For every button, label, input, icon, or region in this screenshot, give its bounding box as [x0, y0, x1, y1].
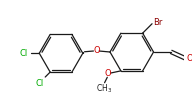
- Text: Br: Br: [153, 18, 162, 27]
- Text: O: O: [186, 54, 192, 63]
- Text: O: O: [105, 69, 111, 78]
- Text: Cl: Cl: [20, 49, 28, 58]
- Text: Cl: Cl: [36, 79, 44, 88]
- Text: O: O: [94, 46, 100, 54]
- Text: CH$_3$: CH$_3$: [95, 82, 112, 95]
